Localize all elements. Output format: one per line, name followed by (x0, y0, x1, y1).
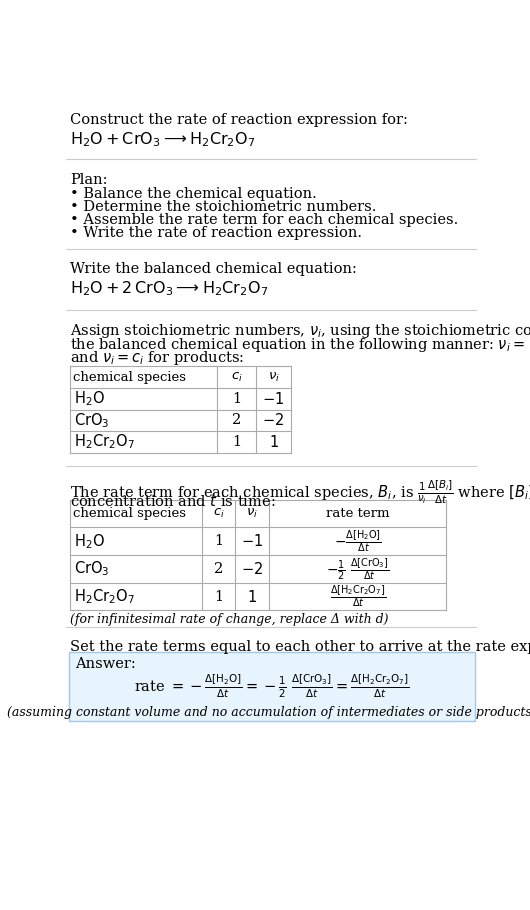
Text: (assuming constant volume and no accumulation of intermediates or side products): (assuming constant volume and no accumul… (7, 705, 530, 719)
Text: $\mathrm{H_2O + CrO_3 \longrightarrow H_2Cr_2O_7}$: $\mathrm{H_2O + CrO_3 \longrightarrow H_… (70, 130, 255, 148)
Text: Assign stoichiometric numbers, $\nu_i$, using the stoichiometric coefficients, $: Assign stoichiometric numbers, $\nu_i$, … (70, 322, 530, 340)
Text: rate term: rate term (326, 507, 390, 520)
Text: Construct the rate of reaction expression for:: Construct the rate of reaction expressio… (70, 113, 408, 127)
Text: $-2$: $-2$ (262, 412, 285, 429)
Text: $\mathrm{H_2Cr_2O_7}$: $\mathrm{H_2Cr_2O_7}$ (74, 432, 135, 451)
Text: 1: 1 (232, 391, 241, 406)
Text: • Assemble the rate term for each chemical species.: • Assemble the rate term for each chemic… (70, 213, 458, 228)
Text: $\mathrm{H_2O + 2\,CrO_3 \longrightarrow H_2Cr_2O_7}$: $\mathrm{H_2O + 2\,CrO_3 \longrightarrow… (70, 279, 268, 298)
Text: chemical species: chemical species (73, 507, 186, 520)
Text: Write the balanced chemical equation:: Write the balanced chemical equation: (70, 262, 357, 277)
Text: (for infinitesimal rate of change, replace Δ with d): (for infinitesimal rate of change, repla… (70, 612, 388, 626)
Text: 1: 1 (214, 590, 223, 603)
Text: $\mathrm{CrO_3}$: $\mathrm{CrO_3}$ (74, 560, 110, 578)
Text: 1: 1 (232, 435, 241, 449)
Text: $-\frac{1}{2}\ \frac{\Delta[\mathrm{CrO_3}]}{\Delta t}$: $-\frac{1}{2}\ \frac{\Delta[\mathrm{CrO_… (326, 556, 390, 581)
Text: $c_i$: $c_i$ (231, 370, 243, 384)
Text: Answer:: Answer: (75, 657, 136, 671)
Text: $c_i$: $c_i$ (213, 507, 224, 520)
Text: 2: 2 (232, 413, 241, 428)
Text: $1$: $1$ (248, 589, 257, 604)
Text: rate $= -\frac{\Delta[\mathrm{H_2O}]}{\Delta t}= -\frac{1}{2}\ \frac{\Delta[\mat: rate $= -\frac{\Delta[\mathrm{H_2O}]}{\D… (134, 672, 409, 700)
Text: $-\frac{\Delta[\mathrm{H_2O}]}{\Delta t}$: $-\frac{\Delta[\mathrm{H_2O}]}{\Delta t}… (334, 529, 382, 554)
Text: and $\nu_i = c_i$ for products:: and $\nu_i = c_i$ for products: (70, 349, 244, 367)
Text: the balanced chemical equation in the following manner: $\nu_i = -c_i$ for react: the balanced chemical equation in the fo… (70, 336, 530, 354)
Text: $1$: $1$ (269, 434, 278, 450)
Text: The rate term for each chemical species, $B_i$, is $\frac{1}{\nu_i}\frac{\Delta[: The rate term for each chemical species,… (70, 479, 530, 506)
Text: concentration and $t$ is time:: concentration and $t$ is time: (70, 493, 276, 510)
Text: 2: 2 (214, 561, 223, 576)
Text: Plan:: Plan: (70, 173, 108, 187)
Text: $\nu_i$: $\nu_i$ (268, 370, 279, 384)
Text: • Write the rate of reaction expression.: • Write the rate of reaction expression. (70, 227, 362, 240)
Text: chemical species: chemical species (73, 370, 186, 384)
Text: • Determine the stoichiometric numbers.: • Determine the stoichiometric numbers. (70, 200, 376, 214)
Text: $\mathrm{CrO_3}$: $\mathrm{CrO_3}$ (74, 411, 110, 430)
Text: $\mathrm{H_2O}$: $\mathrm{H_2O}$ (74, 531, 105, 551)
Text: $-1$: $-1$ (241, 533, 263, 549)
Text: • Balance the chemical equation.: • Balance the chemical equation. (70, 187, 317, 201)
Text: 1: 1 (214, 534, 223, 548)
Text: $-1$: $-1$ (262, 390, 285, 407)
Text: $\mathrm{H_2Cr_2O_7}$: $\mathrm{H_2Cr_2O_7}$ (74, 587, 135, 606)
Text: $\mathrm{H_2O}$: $\mathrm{H_2O}$ (74, 389, 105, 408)
Text: $-2$: $-2$ (241, 561, 263, 577)
Text: $\nu_i$: $\nu_i$ (246, 507, 258, 520)
FancyBboxPatch shape (68, 652, 475, 722)
Text: Set the rate terms equal to each other to arrive at the rate expression:: Set the rate terms equal to each other t… (70, 640, 530, 653)
Text: $\frac{\Delta[\mathrm{H_2Cr_2O_7}]}{\Delta t}$: $\frac{\Delta[\mathrm{H_2Cr_2O_7}]}{\Del… (330, 583, 386, 610)
